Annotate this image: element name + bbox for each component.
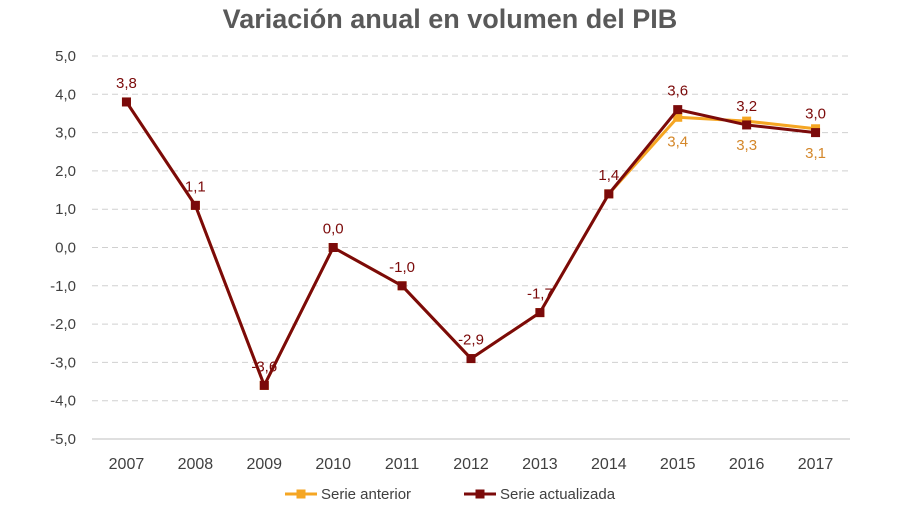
y-tick-label: 4,0 (55, 86, 76, 103)
data-label: 1,1 (185, 178, 206, 195)
gridlines (92, 55, 850, 402)
legend-marker (475, 489, 485, 499)
legend-label: Serie anterior (321, 486, 411, 503)
x-tick-label: 2009 (246, 456, 282, 473)
y-tick-label: 5,0 (55, 48, 76, 65)
x-tick-label: 2013 (522, 456, 558, 473)
y-tick-label: 3,0 (55, 125, 76, 142)
data-point (328, 243, 338, 252)
legend-item-serie-actualizada: Serie actualizada (464, 486, 616, 503)
data-point (535, 308, 545, 318)
y-tick-label: -3,0 (50, 354, 76, 371)
data-point (190, 200, 200, 210)
data-label: 3,6 (667, 83, 688, 100)
x-tick-label: 2016 (729, 456, 765, 473)
data-labels: 3,8 1,1 -3,6 0,0 -1,0 -2,9 -1,7 1,4 3,6 3,2 3,0 3,4… (116, 75, 826, 375)
legend: Serie anterior Serie actualizada (285, 486, 616, 503)
x-tick-label: 2010 (315, 456, 351, 473)
data-label: -3,6 (251, 358, 277, 375)
series-group (121, 97, 821, 390)
x-tick-label: 2015 (660, 456, 696, 473)
data-point (397, 281, 407, 291)
y-tick-label: -4,0 (50, 393, 76, 410)
y-tick-label: 1,0 (55, 201, 76, 218)
data-point (811, 128, 821, 138)
x-tick-label: 2008 (178, 456, 214, 473)
x-tick-label: 2014 (591, 456, 627, 473)
legend-item-serie-anterior: Serie anterior (285, 486, 411, 503)
data-label: 3,8 (116, 75, 137, 92)
data-label: -2,9 (458, 332, 484, 349)
y-axis: 5,0 4,0 3,0 2,0 1,0 0,0 -1,0 -2,0 -3,0 -4,0 -5,0 (50, 48, 76, 448)
legend-label: Serie actualizada (500, 486, 616, 503)
x-tick-label: 2007 (109, 456, 145, 473)
data-label: 3,4 (667, 133, 688, 150)
chart-title: Variación anual en volumen del PIB (222, 4, 678, 34)
data-point (259, 380, 269, 390)
y-tick-label: -2,0 (50, 316, 76, 333)
data-point (673, 112, 683, 122)
legend-marker (296, 489, 306, 499)
y-tick-label: 2,0 (55, 163, 76, 180)
data-label: 1,4 (598, 167, 619, 184)
data-label: -1,7 (527, 286, 553, 303)
data-point (604, 189, 614, 199)
data-label: 3,0 (805, 106, 826, 123)
data-label: 0,0 (323, 221, 344, 238)
data-label: 3,2 (736, 98, 757, 115)
y-tick-label: -5,0 (50, 431, 76, 448)
x-axis: 2007 2008 2009 2010 2011 2012 2013 2014 2015 2016… (92, 438, 850, 473)
x-tick-label: 2012 (453, 456, 489, 473)
data-point (121, 97, 131, 107)
x-tick-label: 2011 (385, 456, 420, 473)
y-tick-label: 0,0 (55, 240, 76, 257)
data-label: -1,0 (389, 259, 415, 276)
data-label: 3,1 (805, 145, 826, 162)
data-point (466, 354, 476, 364)
data-label: 3,3 (736, 137, 757, 154)
y-tick-label: -1,0 (50, 278, 76, 295)
data-point (673, 105, 683, 115)
data-point (742, 120, 752, 130)
x-tick-label: 2017 (798, 456, 834, 473)
